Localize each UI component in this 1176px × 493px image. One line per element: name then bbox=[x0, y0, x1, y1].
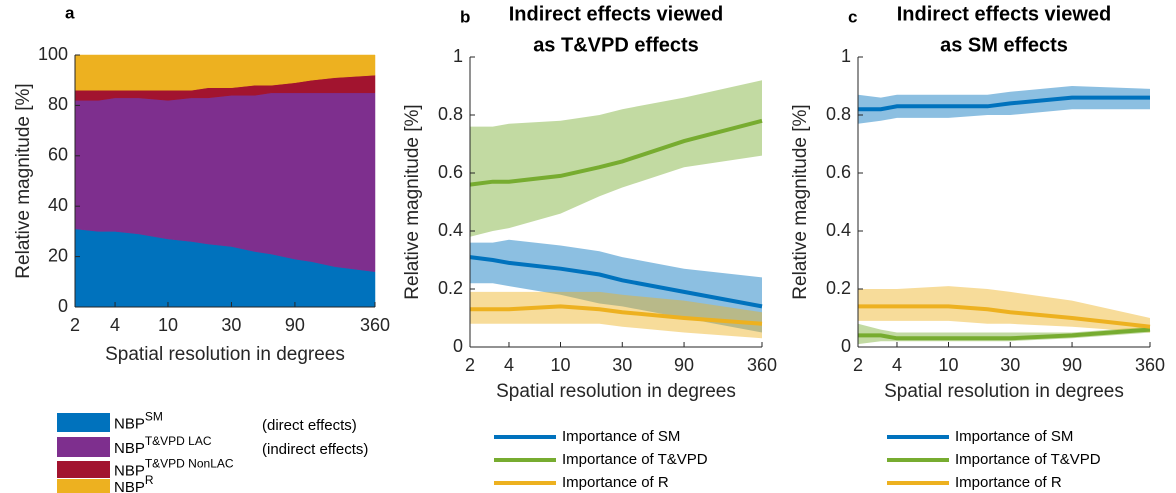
y-tick-label: 0.2 bbox=[826, 278, 851, 298]
y-tick-label: 0.8 bbox=[826, 104, 851, 124]
x-tick-label: 10 bbox=[158, 315, 178, 335]
legend-name: NBP bbox=[114, 415, 145, 432]
legend-label: Importance of R bbox=[562, 474, 669, 491]
panel-label: c bbox=[848, 7, 857, 26]
legend-swatch bbox=[57, 437, 110, 457]
chart-title: Indirect effects viewed bbox=[897, 3, 1112, 25]
x-tick-label: 360 bbox=[1135, 355, 1165, 375]
x-tick-label: 360 bbox=[747, 355, 777, 375]
panel-label: a bbox=[65, 3, 75, 22]
legend-swatch bbox=[57, 479, 110, 493]
legend-name: NBP bbox=[114, 462, 145, 479]
y-tick-label: 40 bbox=[48, 195, 68, 215]
y-tick-label: 0.4 bbox=[438, 220, 463, 240]
x-axis-label: Spatial resolution in degrees bbox=[496, 381, 736, 402]
line bbox=[858, 304, 1151, 329]
x-tick-label: 30 bbox=[1000, 355, 1020, 375]
line bbox=[858, 327, 1151, 341]
y-tick-label: 100 bbox=[38, 44, 68, 64]
x-tick-label: 2 bbox=[70, 315, 80, 335]
x-tick-label: 2 bbox=[853, 355, 863, 375]
x-axis-label: Spatial resolution in degrees bbox=[105, 344, 345, 365]
band bbox=[858, 286, 1150, 333]
x-tick-label: 2 bbox=[465, 355, 475, 375]
legend-label: Importance of T&VPD bbox=[562, 451, 708, 468]
y-tick-label: 0.6 bbox=[826, 162, 851, 182]
x-tick-label: 30 bbox=[612, 355, 632, 375]
legend-label: NBPT&VPD NonLAC bbox=[114, 457, 234, 480]
y-tick-label: 1 bbox=[453, 46, 463, 66]
x-tick-label: 10 bbox=[550, 355, 570, 375]
chart-title: as T&VPD effects bbox=[533, 34, 699, 56]
y-axis-label: Relative magnitude [%] bbox=[790, 104, 811, 299]
legend-label: Importance of T&VPD bbox=[955, 451, 1101, 468]
y-tick-label: 60 bbox=[48, 145, 68, 165]
x-tick-label: 90 bbox=[674, 355, 694, 375]
y-axis-label: Relative magnitude [%] bbox=[402, 104, 423, 299]
legend-label: NBPT&VPD LAC bbox=[114, 434, 212, 457]
line bbox=[470, 304, 763, 326]
legend-superscript: SM bbox=[145, 410, 163, 424]
x-tick-label: 4 bbox=[110, 315, 120, 335]
legend-superscript: R bbox=[145, 473, 154, 487]
legend-label: Importance of SM bbox=[955, 428, 1073, 445]
y-tick-label: 0.6 bbox=[438, 162, 463, 182]
y-tick-label: 20 bbox=[48, 245, 68, 265]
legend-name: NBP bbox=[114, 479, 145, 493]
y-tick-label: 1 bbox=[841, 46, 851, 66]
y-tick-label: 80 bbox=[48, 94, 68, 114]
legend-label: Importance of SM bbox=[562, 428, 680, 445]
legend-swatch bbox=[57, 413, 110, 432]
y-tick-label: 0 bbox=[841, 336, 851, 356]
legend-note: (direct effects) bbox=[262, 417, 357, 434]
legend-label: NBPSM bbox=[114, 410, 163, 433]
legend-label: Importance of R bbox=[955, 474, 1062, 491]
x-tick-label: 90 bbox=[1062, 355, 1082, 375]
area bbox=[74, 54, 376, 91]
x-tick-label: 4 bbox=[892, 355, 902, 375]
band bbox=[470, 80, 762, 237]
legend-superscript: T&VPD NonLAC bbox=[145, 457, 234, 471]
panel-label: b bbox=[460, 7, 470, 26]
y-tick-label: 0.8 bbox=[438, 104, 463, 124]
chart-title: Indirect effects viewed bbox=[509, 3, 724, 25]
y-tick-label: 0.4 bbox=[826, 220, 851, 240]
y-tick-label: 0 bbox=[58, 296, 68, 316]
legend-label: NBPR bbox=[114, 473, 154, 493]
x-tick-label: 30 bbox=[221, 315, 241, 335]
y-axis-label: Relative magnitude [%] bbox=[13, 83, 34, 278]
legend-swatch bbox=[57, 461, 110, 478]
line bbox=[469, 118, 763, 187]
legend-superscript: T&VPD LAC bbox=[145, 434, 212, 448]
legend-note: (indirect effects) bbox=[262, 441, 368, 458]
x-tick-label: 360 bbox=[360, 315, 390, 335]
legend-name: NBP bbox=[114, 440, 145, 457]
line bbox=[469, 255, 763, 309]
band bbox=[470, 291, 762, 339]
line bbox=[858, 95, 1150, 112]
y-tick-label: 0 bbox=[453, 336, 463, 356]
x-tick-label: 90 bbox=[285, 315, 305, 335]
y-tick-label: 0.2 bbox=[438, 278, 463, 298]
chart-title: as SM effects bbox=[940, 34, 1068, 56]
x-tick-label: 4 bbox=[504, 355, 514, 375]
x-tick-label: 10 bbox=[938, 355, 958, 375]
x-axis-label: Spatial resolution in degrees bbox=[884, 381, 1124, 402]
band bbox=[470, 239, 762, 333]
